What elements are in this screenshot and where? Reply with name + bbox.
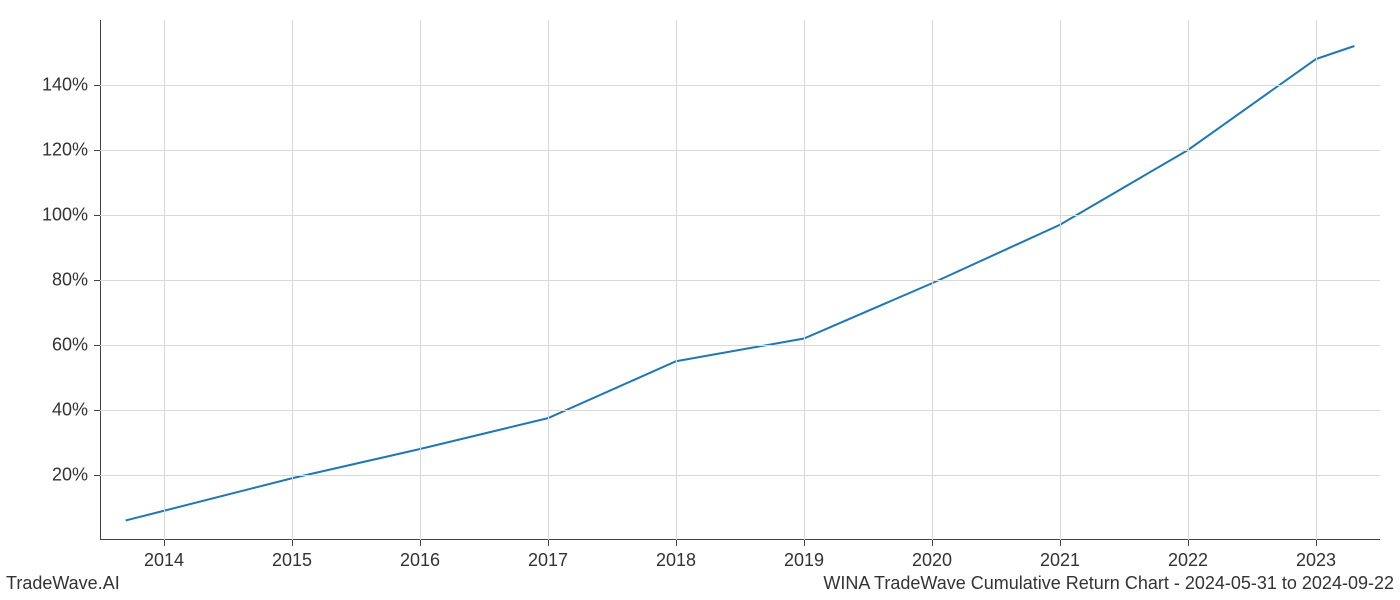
x-tick-label: 2022	[1168, 550, 1208, 571]
x-tick-label: 2017	[528, 550, 568, 571]
x-tick-mark	[292, 540, 293, 546]
y-tick-label: 60%	[18, 335, 88, 356]
y-tick-label: 120%	[18, 140, 88, 161]
grid-line-horizontal	[100, 85, 1380, 86]
y-tick-label: 140%	[18, 75, 88, 96]
y-tick-mark	[94, 280, 100, 281]
grid-line-horizontal	[100, 475, 1380, 476]
grid-line-horizontal	[100, 410, 1380, 411]
grid-line-horizontal	[100, 280, 1380, 281]
footer-left-label: TradeWave.AI	[6, 573, 120, 594]
y-tick-mark	[94, 150, 100, 151]
x-tick-mark	[932, 540, 933, 546]
x-tick-mark	[1060, 540, 1061, 546]
x-tick-label: 2018	[656, 550, 696, 571]
x-tick-mark	[548, 540, 549, 546]
y-tick-label: 40%	[18, 400, 88, 421]
y-tick-mark	[94, 345, 100, 346]
plot-area: 2014201520162017201820192020202120222023…	[100, 20, 1380, 540]
y-tick-label: 100%	[18, 205, 88, 226]
grid-line-horizontal	[100, 150, 1380, 151]
x-tick-label: 2019	[784, 550, 824, 571]
y-tick-mark	[94, 85, 100, 86]
x-tick-mark	[420, 540, 421, 546]
y-tick-label: 80%	[18, 270, 88, 291]
x-tick-label: 2023	[1296, 550, 1336, 571]
y-tick-mark	[94, 410, 100, 411]
x-tick-mark	[804, 540, 805, 546]
series-line	[126, 46, 1355, 521]
chart-container: 2014 2015 2016 2017 2018 2019 2020 2021 2022 2023…	[0, 0, 1400, 600]
y-tick-label: 20%	[18, 465, 88, 486]
grid-line-horizontal	[100, 345, 1380, 346]
x-tick-label: 2014	[144, 550, 184, 571]
y-tick-mark	[94, 215, 100, 216]
x-tick-label: 2015	[272, 550, 312, 571]
x-tick-mark	[1188, 540, 1189, 546]
x-tick-label: 2020	[912, 550, 952, 571]
x-tick-label: 2016	[400, 550, 440, 571]
y-tick-mark	[94, 475, 100, 476]
x-tick-label: 2021	[1040, 550, 1080, 571]
x-tick-mark	[676, 540, 677, 546]
footer-right-label: WINA TradeWave Cumulative Return Chart -…	[823, 573, 1394, 594]
grid-line-horizontal	[100, 215, 1380, 216]
x-tick-mark	[164, 540, 165, 546]
x-tick-mark	[1316, 540, 1317, 546]
